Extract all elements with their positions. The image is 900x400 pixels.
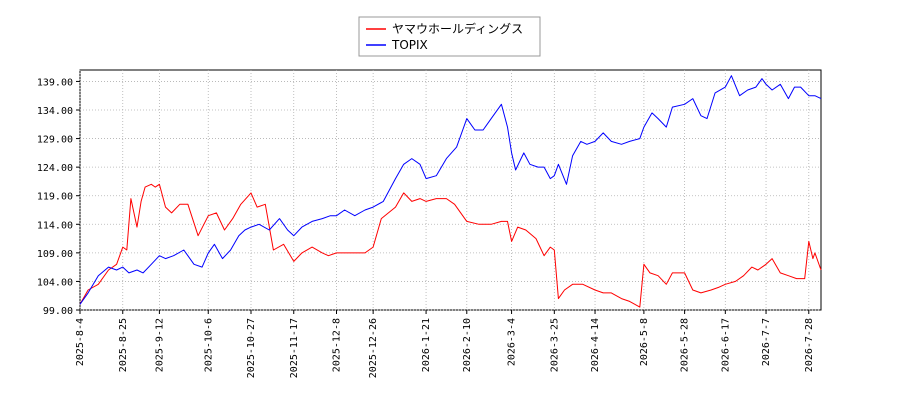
plot-area: [79, 69, 822, 311]
axis-ticks: 99.00 104.00 109.00 114.00 119.00 124.00 129.0…: [37, 77, 815, 378]
legend-label-topix: TOPIX: [391, 38, 428, 52]
x-tick-label: 2026-1-21: [421, 318, 432, 372]
y-tick-label: 139.00: [37, 77, 73, 88]
series-line-topix: [79, 75, 822, 305]
legend-label-yamau: ヤマウホールディングス: [392, 21, 523, 36]
x-tick-label: 2025-12-26: [368, 318, 379, 378]
series-lines: [79, 75, 822, 308]
y-tick-label: 134.00: [37, 106, 73, 117]
series-line-yamau: [79, 183, 822, 308]
y-tick-label: 109.00: [37, 249, 73, 260]
legend-box: [358, 16, 541, 57]
x-tick-label: 2025-8-4: [75, 318, 86, 366]
y-tick-label: 104.00: [37, 277, 73, 288]
y-tick-label: 119.00: [37, 192, 73, 203]
x-tick-label: 2026-5-8: [639, 318, 650, 366]
legend: ヤマウホールディングス TOPIX: [358, 16, 541, 57]
x-tick-label: 2025-12-8: [332, 318, 343, 372]
y-tick-label: 124.00: [37, 163, 73, 174]
x-tick-label: 2026-6-17: [720, 318, 731, 372]
y-tick-label: 99.00: [43, 306, 73, 317]
x-tick-label: 2026-7-28: [804, 318, 815, 372]
x-tick-label: 2026-7-7: [761, 318, 772, 366]
x-tick-label: 2025-11-17: [289, 318, 300, 378]
x-tick-label: 2025-10-6: [203, 318, 214, 372]
y-tick-label: 114.00: [37, 220, 73, 231]
x-tick-label: 2026-4-14: [590, 318, 601, 372]
x-tick-label: 2026-3-25: [549, 318, 560, 372]
x-tick-label: 2025-10-27: [246, 318, 257, 378]
x-tick-label: 2026-3-4: [507, 318, 518, 366]
x-tick-label: 2026-2-10: [462, 318, 473, 372]
y-tick-label: 129.00: [37, 135, 73, 146]
x-tick-label: 2025-8-25: [118, 318, 129, 372]
x-tick-label: 2026-5-28: [680, 318, 691, 372]
x-tick-label: 2025-9-12: [154, 318, 165, 372]
